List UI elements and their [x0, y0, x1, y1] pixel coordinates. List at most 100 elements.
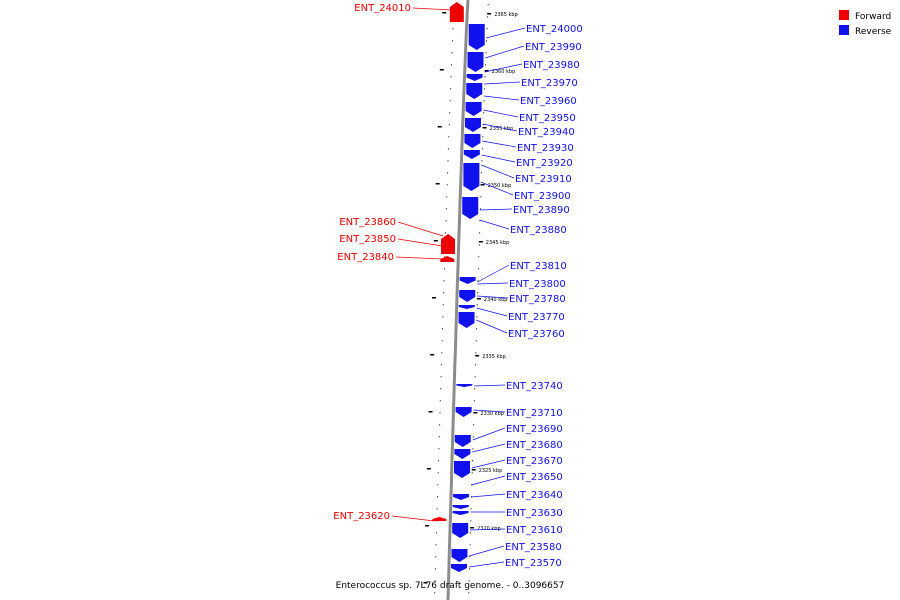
forward-gene-block[interactable] — [432, 517, 447, 521]
reverse-gene-label[interactable]: ENT_23640 — [506, 490, 563, 501]
reverse-gene-label[interactable]: ENT_23630 — [506, 508, 563, 519]
reverse-gene-block[interactable] — [451, 549, 468, 562]
reverse-gene-block[interactable] — [466, 74, 483, 81]
guide-dot — [440, 388, 442, 390]
guide-dot — [482, 124, 484, 126]
forward-leader-line — [395, 256, 443, 260]
reverse-gene-label[interactable]: ENT_23960 — [520, 96, 577, 107]
reverse-leader-line — [477, 264, 510, 283]
reverse-gene-label[interactable]: ENT_23970 — [521, 78, 578, 89]
guide-dot — [479, 232, 481, 234]
guide-dot — [468, 580, 470, 582]
reverse-gene-block[interactable] — [452, 511, 469, 515]
reverse-gene-label[interactable]: ENT_23940 — [518, 127, 575, 138]
reverse-gene-block[interactable] — [452, 523, 469, 538]
tick-mark-left — [430, 354, 435, 356]
guide-dot — [469, 532, 471, 534]
reverse-gene-label[interactable]: ENT_23810 — [510, 261, 567, 272]
legend-label: Reverse — [855, 27, 892, 37]
reverse-gene-block[interactable] — [459, 290, 476, 302]
reverse-gene-label[interactable]: ENT_23580 — [505, 542, 562, 553]
reverse-gene-label[interactable]: ENT_23610 — [506, 525, 563, 536]
reverse-gene-block[interactable] — [458, 312, 475, 328]
forward-gene-label[interactable]: ENT_23850 — [339, 234, 396, 245]
guide-dot — [438, 436, 440, 438]
forward-gene-block[interactable] — [441, 234, 456, 254]
guide-dot — [444, 256, 446, 258]
guide-dot — [448, 124, 450, 126]
reverse-gene-label[interactable]: ENT_23690 — [506, 424, 563, 435]
forward-gene-label[interactable]: ENT_23860 — [339, 217, 396, 228]
reverse-gene-label[interactable]: ENT_23770 — [508, 312, 565, 323]
forward-gene-label[interactable]: ENT_23840 — [337, 252, 394, 263]
reverse-gene-label[interactable]: ENT_23570 — [505, 558, 562, 569]
guide-dot — [474, 364, 476, 366]
reverse-gene-label[interactable]: ENT_23650 — [506, 472, 563, 483]
reverse-gene-label[interactable]: ENT_24000 — [526, 24, 583, 35]
reverse-gene-label[interactable]: ENT_23740 — [506, 381, 563, 392]
reverse-gene-label[interactable]: ENT_23930 — [517, 143, 574, 154]
reverse-gene-block[interactable] — [454, 449, 471, 459]
guide-dot — [481, 148, 483, 150]
guide-dot — [475, 352, 477, 354]
reverse-gene-block[interactable] — [455, 407, 472, 417]
reverse-gene-label[interactable]: ENT_23950 — [519, 113, 576, 124]
reverse-gene-block[interactable] — [466, 83, 483, 99]
reverse-gene-label[interactable]: ENT_23900 — [514, 191, 571, 202]
reverse-gene-block[interactable] — [467, 52, 484, 72]
guide-dot — [468, 568, 470, 570]
reverse-gene-block[interactable] — [458, 305, 475, 309]
guide-dot — [469, 544, 471, 546]
forward-gene-block[interactable] — [440, 256, 455, 262]
tick-mark — [475, 355, 480, 357]
reverse-leader-line — [470, 493, 506, 498]
reverse-gene-block[interactable] — [456, 384, 473, 387]
reverse-gene-block[interactable] — [453, 494, 470, 500]
reverse-gene-block[interactable] — [464, 118, 481, 132]
reverse-leader-line — [482, 123, 518, 132]
reverse-gene-label[interactable]: ENT_23980 — [523, 60, 580, 71]
forward-gene-label[interactable]: ENT_24010 — [354, 3, 411, 14]
reverse-leader-line — [484, 63, 523, 73]
tick-mark — [480, 184, 485, 186]
guide-dot — [437, 484, 439, 486]
reverse-gene-block[interactable] — [465, 102, 482, 116]
reverse-gene-label[interactable]: ENT_23670 — [506, 456, 563, 467]
reverse-gene-block[interactable] — [454, 461, 471, 478]
reverse-gene-block[interactable] — [454, 435, 471, 447]
forward-gene-label[interactable]: ENT_23620 — [333, 511, 390, 522]
reverse-gene-block[interactable] — [464, 134, 481, 148]
reverse-gene-label[interactable]: ENT_23910 — [515, 174, 572, 185]
tick-label: 2325 kbp — [479, 468, 503, 474]
reverse-gene-label[interactable]: ENT_23780 — [509, 294, 566, 305]
guide-dot — [434, 568, 436, 570]
reverse-gene-label[interactable]: ENT_23920 — [516, 158, 573, 169]
reverse-leader-line — [484, 81, 521, 85]
reverse-gene-label[interactable]: ENT_23680 — [506, 440, 563, 451]
reverse-gene-label[interactable]: ENT_23990 — [525, 42, 582, 53]
reverse-gene-block[interactable] — [463, 150, 480, 159]
guide-dot — [451, 52, 453, 54]
guide-dot — [440, 376, 442, 378]
tick-mark — [473, 412, 478, 414]
guide-dot — [443, 268, 445, 270]
reverse-gene-block[interactable] — [452, 505, 469, 509]
tick-mark-left — [435, 183, 440, 185]
guide-dot — [480, 196, 482, 198]
reverse-gene-block[interactable] — [463, 163, 480, 191]
reverse-gene-block[interactable] — [451, 564, 468, 572]
reverse-gene-label[interactable]: ENT_23760 — [508, 329, 565, 340]
reverse-gene-label[interactable]: ENT_23880 — [510, 225, 567, 236]
reverse-gene-label[interactable]: ENT_23710 — [506, 408, 563, 419]
reverse-gene-label[interactable]: ENT_23890 — [513, 205, 570, 216]
tick-mark — [478, 241, 483, 243]
guide-dot — [477, 292, 479, 294]
guide-dot — [452, 40, 453, 42]
reverse-gene-label[interactable]: ENT_23800 — [509, 279, 566, 290]
reverse-leader-line — [477, 282, 509, 285]
forward-gene-block[interactable] — [449, 2, 464, 22]
reverse-gene-block[interactable] — [468, 24, 485, 50]
reverse-gene-block[interactable] — [459, 277, 476, 284]
guide-dot — [441, 340, 443, 342]
reverse-gene-block[interactable] — [462, 197, 479, 219]
